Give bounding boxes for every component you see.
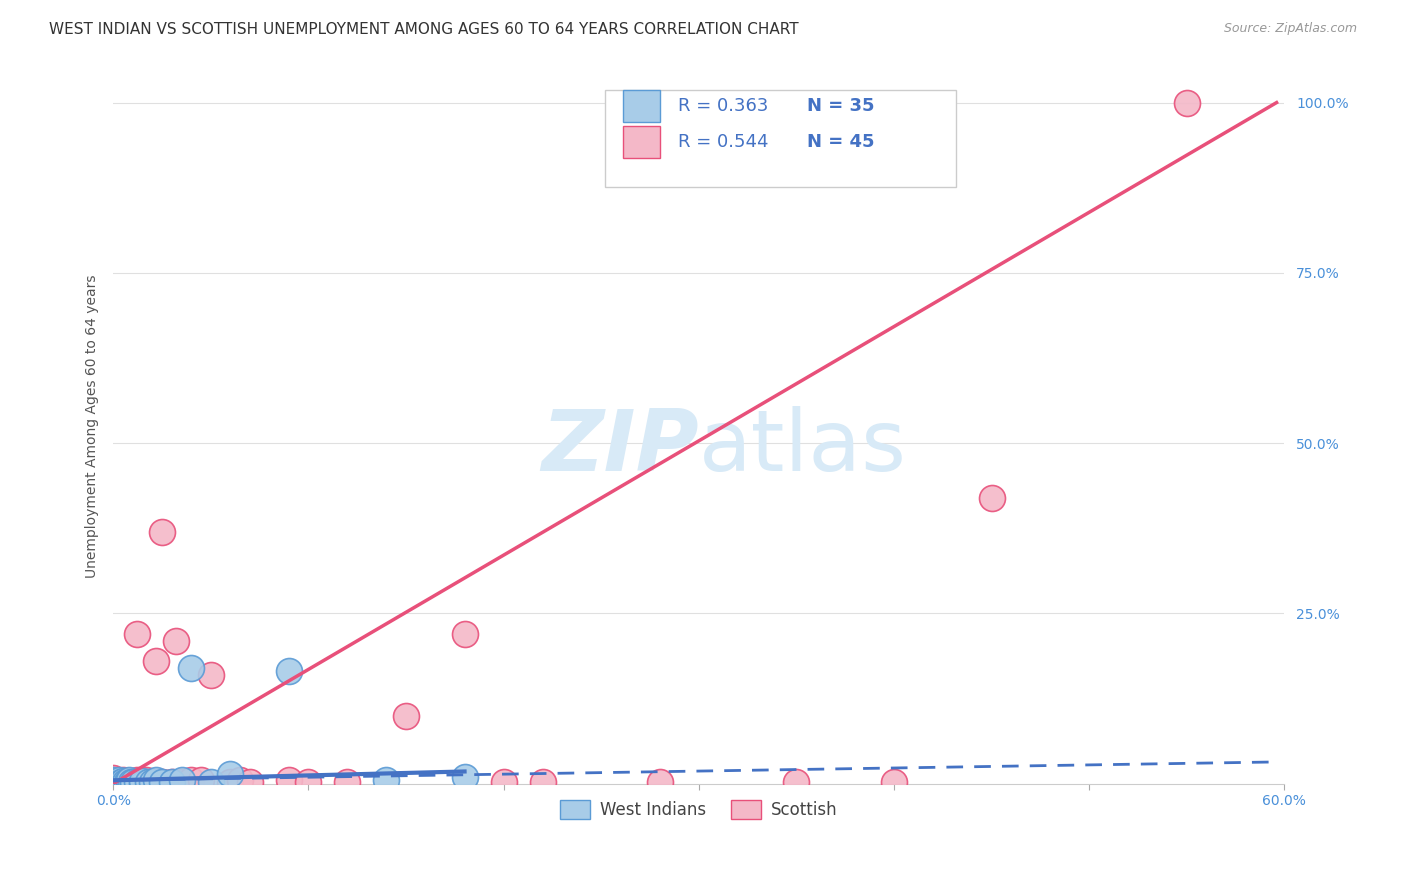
Legend: West Indians, Scottish: West Indians, Scottish <box>553 793 845 825</box>
Point <box>648 774 671 789</box>
Point <box>103 773 125 788</box>
Point <box>103 775 125 789</box>
Point <box>108 773 131 788</box>
Point <box>150 774 173 789</box>
Point <box>118 774 141 789</box>
Point <box>103 773 125 788</box>
Point <box>170 774 193 789</box>
Point <box>103 774 125 789</box>
Point <box>103 777 125 791</box>
Point <box>111 777 134 791</box>
Point <box>120 774 142 789</box>
Point <box>453 770 475 784</box>
Point <box>111 774 134 789</box>
Text: WEST INDIAN VS SCOTTISH UNEMPLOYMENT AMONG AGES 60 TO 64 YEARS CORRELATION CHART: WEST INDIAN VS SCOTTISH UNEMPLOYMENT AMO… <box>49 22 799 37</box>
Point <box>136 775 159 789</box>
Point <box>108 777 131 791</box>
Point <box>141 774 163 789</box>
Point <box>125 773 148 788</box>
Point <box>980 491 1002 505</box>
Point <box>785 774 807 789</box>
Point <box>105 774 128 789</box>
Bar <box>623 90 661 122</box>
Point <box>103 777 125 791</box>
Point <box>111 777 134 791</box>
Point <box>114 775 136 789</box>
Point <box>121 777 143 791</box>
Point <box>131 774 153 789</box>
Point <box>375 773 398 788</box>
Point <box>110 775 132 789</box>
Point <box>1175 95 1198 110</box>
FancyBboxPatch shape <box>605 90 956 186</box>
Point <box>131 777 153 791</box>
Point <box>135 773 157 788</box>
Point <box>239 774 262 789</box>
Point <box>145 654 167 668</box>
Point <box>103 777 125 791</box>
Point <box>200 667 222 681</box>
Point <box>170 773 193 788</box>
Point <box>229 773 252 788</box>
Point <box>110 775 132 789</box>
Point <box>125 775 148 789</box>
Text: R = 0.544: R = 0.544 <box>678 133 768 151</box>
Point <box>200 774 222 789</box>
Point <box>165 633 187 648</box>
Point <box>395 708 418 723</box>
Text: N = 45: N = 45 <box>807 133 875 151</box>
Point <box>277 773 299 788</box>
Point <box>121 774 143 789</box>
Point <box>145 773 167 788</box>
Point <box>125 627 148 641</box>
Text: N = 35: N = 35 <box>807 97 875 115</box>
Point <box>105 777 128 791</box>
Point <box>219 774 242 789</box>
Point <box>118 773 141 788</box>
Point <box>180 773 202 788</box>
Point <box>160 774 183 789</box>
Point <box>131 774 153 789</box>
Point <box>531 774 554 789</box>
Text: Source: ZipAtlas.com: Source: ZipAtlas.com <box>1223 22 1357 36</box>
Point <box>103 777 125 791</box>
Point <box>297 774 319 789</box>
Point <box>492 774 515 789</box>
Point <box>219 766 242 780</box>
Point <box>118 777 141 791</box>
Point <box>150 524 173 539</box>
Point <box>103 772 125 786</box>
Point <box>190 773 212 788</box>
Point <box>105 777 128 791</box>
Point <box>111 773 134 788</box>
Text: R = 0.363: R = 0.363 <box>678 97 768 115</box>
Point <box>277 665 299 679</box>
Point <box>115 775 138 789</box>
Point <box>114 774 136 789</box>
Point <box>120 774 142 789</box>
Point <box>108 774 131 789</box>
Point <box>336 774 359 789</box>
Point <box>118 777 141 791</box>
Point <box>453 627 475 641</box>
Point <box>103 777 125 791</box>
Text: ZIP: ZIP <box>541 406 699 489</box>
Point <box>141 775 163 789</box>
Point <box>883 774 905 789</box>
Point <box>180 661 202 675</box>
Text: atlas: atlas <box>699 406 907 489</box>
Point <box>150 774 173 789</box>
Point <box>115 774 138 789</box>
Point <box>103 774 125 789</box>
Point <box>160 775 183 789</box>
Point <box>121 777 143 791</box>
Bar <box>623 126 661 158</box>
Y-axis label: Unemployment Among Ages 60 to 64 years: Unemployment Among Ages 60 to 64 years <box>86 275 100 578</box>
